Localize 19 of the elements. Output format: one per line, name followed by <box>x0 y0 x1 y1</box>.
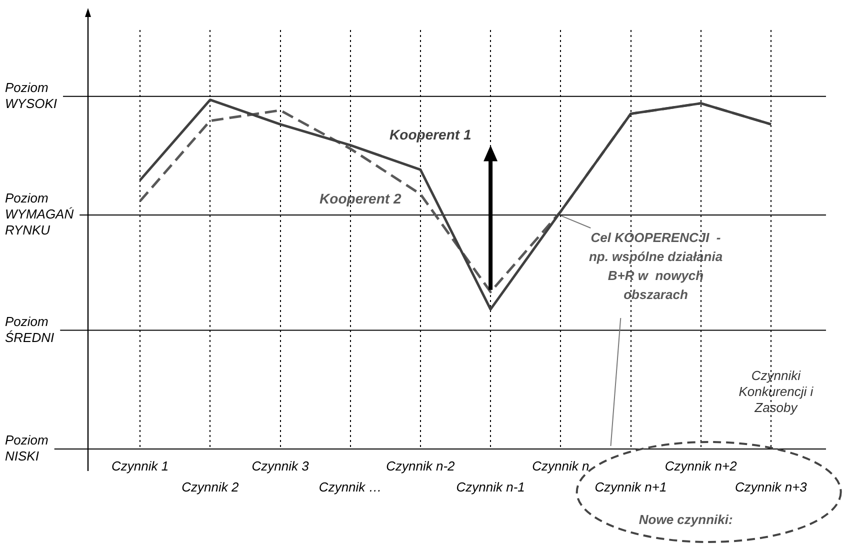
x-tick-label: Czynnik 3 <box>252 458 310 474</box>
x-tick-label: Czynnik n+3 <box>734 480 808 495</box>
text: Nowe czynniki: <box>638 512 733 527</box>
x-tick-label: Czynnik n-2 <box>386 458 456 474</box>
annotation: Cel KOOPERENCJI - np. wspólne działania B+R w nowych obszarach <box>588 230 723 302</box>
x-axis-title: Czynniki Konkurencji i Zasoby <box>738 368 814 415</box>
x-tick-label: Czynnik 1 <box>112 458 169 474</box>
x-tick-label: Czynnik n+1 <box>594 480 667 495</box>
x-tick-label: Czynnik 2 <box>182 480 240 495</box>
series-label: Kooperent 2 <box>320 190 402 206</box>
x-tick-label: Czynnik n-1 <box>456 480 525 495</box>
ref-line-label: Poziom ŚREDNI <box>5 314 55 345</box>
x-tick-label: Czynnik … <box>318 480 382 495</box>
x-tick-label: Czynnik n+2 <box>664 458 738 474</box>
ref-line-label: Poziom WYMAGAŃ RYNKU <box>5 190 74 238</box>
series-label: Kooperent 1 <box>390 126 472 142</box>
x-tick-label: Czynnik n <box>532 458 590 474</box>
ref-line-label: Poziom NISKI <box>5 432 49 464</box>
ref-line-label: Poziom WYSOKI <box>5 80 58 111</box>
